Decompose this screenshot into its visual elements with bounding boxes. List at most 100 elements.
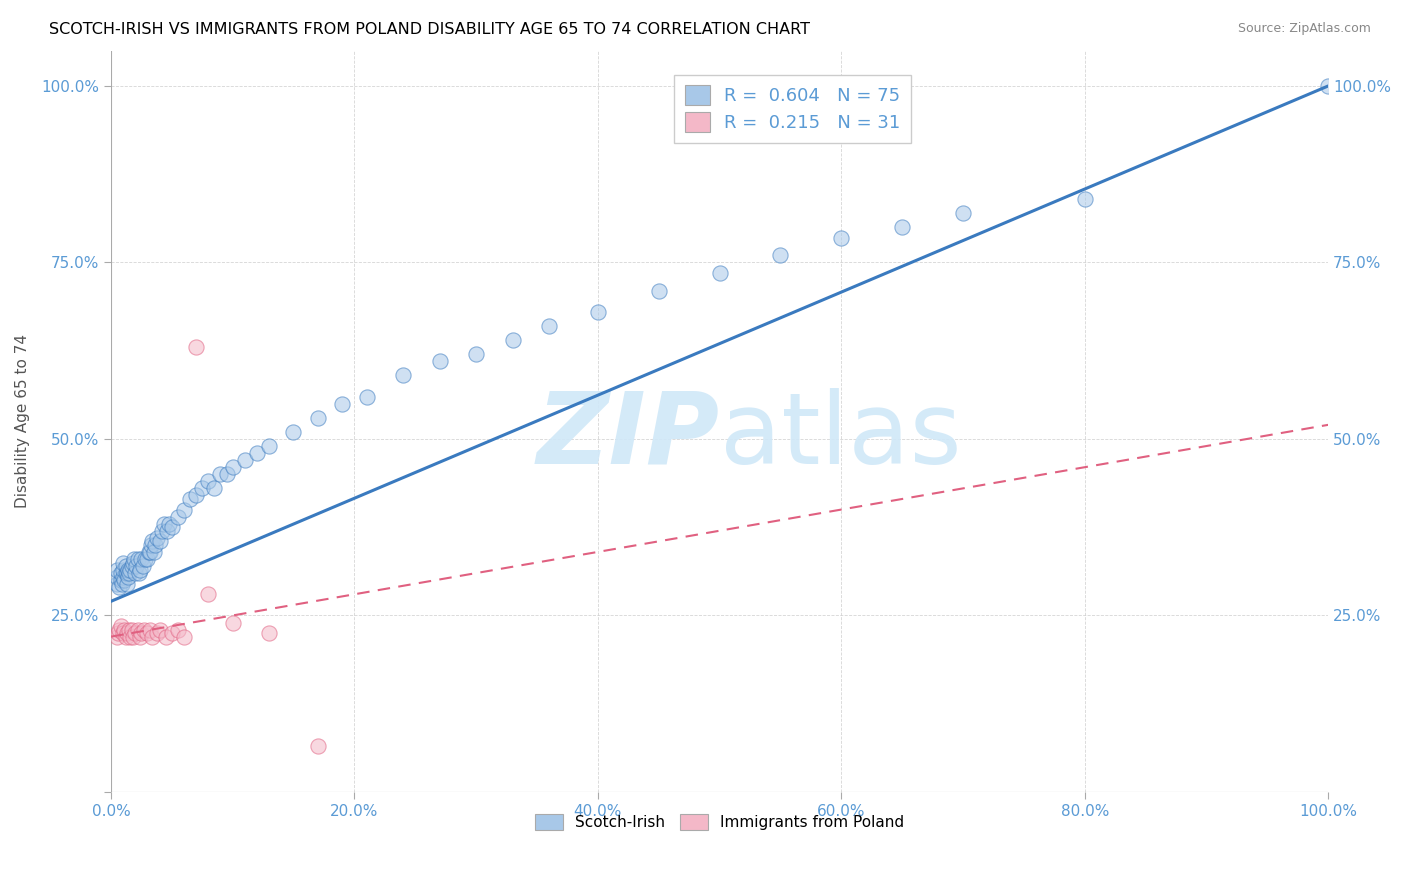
Point xyxy=(136,552,159,566)
Point xyxy=(221,460,243,475)
Point xyxy=(150,524,173,538)
Point xyxy=(191,482,214,496)
Point xyxy=(830,231,852,245)
Point xyxy=(139,623,162,637)
Point xyxy=(215,467,238,482)
Point xyxy=(129,630,152,644)
Point xyxy=(115,566,138,580)
Point xyxy=(112,569,135,583)
Point xyxy=(209,467,232,482)
Point xyxy=(105,630,128,644)
Point xyxy=(121,559,143,574)
Point xyxy=(115,576,138,591)
Text: ZIP: ZIP xyxy=(537,388,720,484)
Point xyxy=(221,615,243,630)
Point xyxy=(157,516,180,531)
Point xyxy=(146,531,169,545)
Point xyxy=(392,368,415,383)
Point xyxy=(112,556,135,570)
Point xyxy=(112,623,135,637)
Point xyxy=(538,318,561,333)
Point xyxy=(952,206,974,220)
Point xyxy=(118,566,141,580)
Point xyxy=(108,623,131,637)
Point xyxy=(141,630,163,644)
Point xyxy=(160,520,183,534)
Point xyxy=(429,354,451,368)
Point xyxy=(502,333,524,347)
Point xyxy=(110,619,132,633)
Point xyxy=(127,623,149,637)
Point xyxy=(647,284,669,298)
Point xyxy=(114,566,136,580)
Point xyxy=(117,563,139,577)
Point xyxy=(136,626,159,640)
Point xyxy=(141,534,163,549)
Point xyxy=(356,390,378,404)
Y-axis label: Disability Age 65 to 74: Disability Age 65 to 74 xyxy=(15,334,30,508)
Point xyxy=(586,305,609,319)
Point xyxy=(307,739,329,753)
Point xyxy=(149,534,172,549)
Text: atlas: atlas xyxy=(720,388,962,484)
Point xyxy=(143,538,166,552)
Point xyxy=(107,626,129,640)
Point xyxy=(132,623,155,637)
Point xyxy=(233,453,256,467)
Point xyxy=(124,626,146,640)
Point xyxy=(114,630,136,644)
Point xyxy=(283,425,305,439)
Point xyxy=(891,220,914,235)
Point xyxy=(110,573,132,587)
Text: SCOTCH-IRISH VS IMMIGRANTS FROM POLAND DISABILITY AGE 65 TO 74 CORRELATION CHART: SCOTCH-IRISH VS IMMIGRANTS FROM POLAND D… xyxy=(49,22,810,37)
Point xyxy=(139,545,162,559)
Point xyxy=(122,552,145,566)
Point xyxy=(179,491,201,506)
Point xyxy=(108,580,131,594)
Point xyxy=(153,516,176,531)
Point xyxy=(173,630,195,644)
Point xyxy=(465,347,488,361)
Point xyxy=(120,563,142,577)
Point xyxy=(111,576,134,591)
Point xyxy=(257,439,280,453)
Point xyxy=(202,482,225,496)
Point xyxy=(121,630,143,644)
Point xyxy=(197,587,219,601)
Point xyxy=(124,566,146,580)
Point xyxy=(121,623,143,637)
Point xyxy=(112,573,135,587)
Point xyxy=(330,397,353,411)
Point xyxy=(156,524,179,538)
Point xyxy=(155,630,177,644)
Point xyxy=(138,545,160,559)
Point xyxy=(131,626,153,640)
Point xyxy=(121,556,143,570)
Point xyxy=(1317,78,1340,93)
Legend: Scotch-Irish, Immigrants from Poland: Scotch-Irish, Immigrants from Poland xyxy=(529,808,910,836)
Point xyxy=(160,626,183,640)
Point xyxy=(307,410,329,425)
Point xyxy=(709,266,731,280)
Point xyxy=(127,552,149,566)
Point xyxy=(167,509,190,524)
Point xyxy=(134,552,156,566)
Point xyxy=(184,488,207,502)
Point xyxy=(128,566,150,580)
Point xyxy=(112,626,135,640)
Point xyxy=(117,569,139,583)
Point xyxy=(105,569,128,583)
Point xyxy=(129,563,152,577)
Point xyxy=(131,552,153,566)
Point xyxy=(110,566,132,580)
Point xyxy=(120,630,142,644)
Point xyxy=(769,248,792,262)
Point xyxy=(114,559,136,574)
Point xyxy=(125,559,148,574)
Point xyxy=(167,623,190,637)
Point xyxy=(1073,192,1095,206)
Point xyxy=(146,626,169,640)
Point xyxy=(246,446,269,460)
Point xyxy=(173,502,195,516)
Point xyxy=(149,623,172,637)
